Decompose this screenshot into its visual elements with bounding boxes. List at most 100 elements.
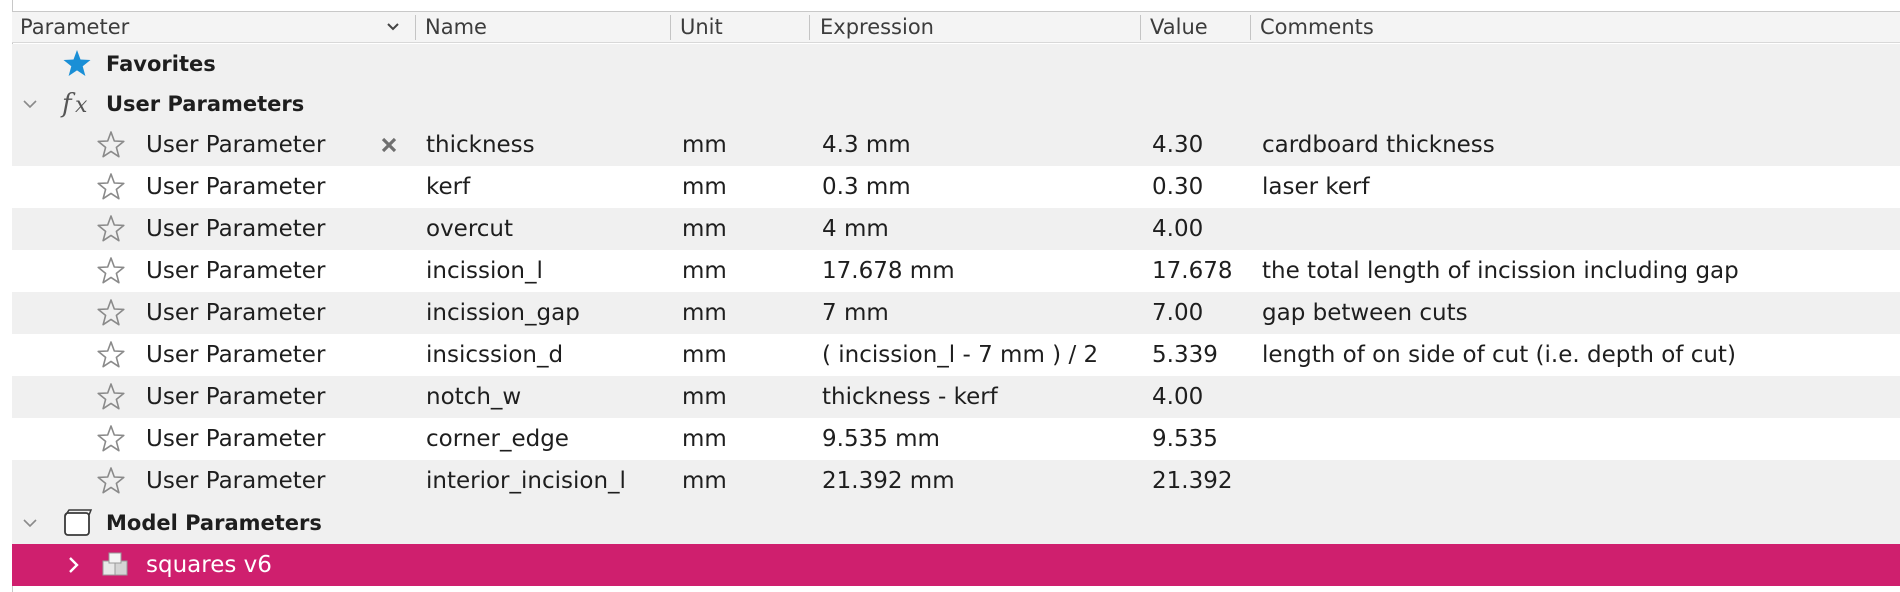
- parameter-unit[interactable]: mm: [682, 258, 727, 284]
- parameter-type: User Parameter: [146, 468, 326, 494]
- parameter-type: User Parameter: [146, 384, 326, 410]
- parameter-value: 21.392: [1152, 468, 1233, 494]
- column-header-expression[interactable]: Expression: [820, 15, 934, 39]
- parameter-expression[interactable]: ( incission_l - 7 mm ) / 2: [822, 342, 1099, 368]
- parameter-unit[interactable]: mm: [682, 468, 727, 494]
- star-outline-icon[interactable]: [96, 382, 126, 412]
- table-row[interactable]: User Parameter notch_w mm thickness - kerf 4…: [12, 376, 1900, 418]
- parameter-expression[interactable]: 9.535 mm: [822, 426, 940, 452]
- column-separator[interactable]: [809, 15, 810, 40]
- parameter-name[interactable]: thickness: [426, 132, 535, 158]
- model-component-row-selected[interactable]: squares v6: [12, 544, 1900, 586]
- collapse-chevron-down-icon[interactable]: [20, 94, 40, 114]
- model-component-name: squares v6: [146, 552, 272, 578]
- component-box-icon: [60, 507, 94, 539]
- svg-text:x: x: [75, 93, 88, 118]
- parameter-value: 7.00: [1152, 300, 1204, 326]
- parameter-expression[interactable]: 21.392 mm: [822, 468, 955, 494]
- parameter-name[interactable]: insicssion_d: [426, 342, 564, 368]
- column-header-name[interactable]: Name: [425, 15, 487, 39]
- column-separator[interactable]: [1250, 15, 1251, 40]
- model-parameters-group-row[interactable]: Model Parameters: [12, 502, 1900, 544]
- parameter-name[interactable]: incission_l: [426, 258, 543, 284]
- table-row[interactable]: User Parameter incission_l mm 17.678 mm 17.6…: [12, 250, 1900, 292]
- table-row[interactable]: User Parameter corner_edge mm 9.535 mm 9.535: [12, 418, 1900, 460]
- parameter-name[interactable]: notch_w: [426, 384, 522, 410]
- fx-icon: f x: [60, 88, 96, 120]
- parameter-type: User Parameter: [146, 342, 326, 368]
- parameter-value: 5.339: [1152, 342, 1218, 368]
- column-header-value[interactable]: Value: [1150, 15, 1208, 39]
- parameter-type: User Parameter: [146, 426, 326, 452]
- star-outline-icon[interactable]: [96, 424, 126, 454]
- parameter-value: 4.30: [1152, 132, 1204, 158]
- favorites-group-row[interactable]: Favorites: [12, 44, 1900, 84]
- delete-x-icon[interactable]: [380, 136, 398, 154]
- parameter-name[interactable]: kerf: [426, 174, 471, 200]
- svg-text:f: f: [60, 89, 76, 119]
- table-row[interactable]: User Parameter insicssion_d mm ( incission_…: [12, 334, 1900, 376]
- parameter-type: User Parameter: [146, 132, 326, 158]
- parameter-expression[interactable]: 7 mm: [822, 300, 889, 326]
- parameter-expression[interactable]: 4 mm: [822, 216, 889, 242]
- column-header-comments[interactable]: Comments: [1260, 15, 1374, 39]
- column-header-parameter[interactable]: Parameter: [20, 15, 130, 39]
- parameter-comment[interactable]: cardboard thickness: [1262, 132, 1495, 158]
- star-outline-icon[interactable]: [96, 214, 126, 244]
- parameter-type: User Parameter: [146, 258, 326, 284]
- parameter-unit[interactable]: mm: [682, 426, 727, 452]
- parameter-unit[interactable]: mm: [682, 216, 727, 242]
- parameter-unit[interactable]: mm: [682, 132, 727, 158]
- parameter-type: User Parameter: [146, 216, 326, 242]
- parameter-unit[interactable]: mm: [682, 300, 727, 326]
- parameter-unit[interactable]: mm: [682, 384, 727, 410]
- parameter-value: 4.00: [1152, 384, 1204, 410]
- star-filled-icon: [62, 49, 92, 79]
- table-row[interactable]: User Parameter incission_gap mm 7 mm 7.00 gap…: [12, 292, 1900, 334]
- table-row[interactable]: User Parameter overcut mm 4 mm 4.00: [12, 208, 1900, 250]
- parameter-comment[interactable]: gap between cuts: [1262, 300, 1468, 326]
- collapse-chevron-down-icon[interactable]: [20, 513, 40, 533]
- sort-chevron-down-icon[interactable]: [385, 12, 401, 43]
- star-outline-icon[interactable]: [96, 172, 126, 202]
- parameter-expression[interactable]: 17.678 mm: [822, 258, 955, 284]
- star-outline-icon[interactable]: [96, 256, 126, 286]
- parameter-unit[interactable]: mm: [682, 342, 727, 368]
- parameter-expression[interactable]: 4.3 mm: [822, 132, 911, 158]
- parameter-expression[interactable]: 0.3 mm: [822, 174, 911, 200]
- parameter-comment[interactable]: length of on side of cut (i.e. depth of …: [1262, 342, 1736, 368]
- table-row[interactable]: User Parameter thickness mm 4.3 mm 4.30 cardb…: [12, 124, 1900, 166]
- parameter-name[interactable]: interior_incision_l: [426, 468, 626, 494]
- parameter-value: 0.30: [1152, 174, 1204, 200]
- parameter-name[interactable]: incission_gap: [426, 300, 580, 326]
- parameter-name[interactable]: overcut: [426, 216, 514, 242]
- parameter-comment[interactable]: laser kerf: [1262, 174, 1370, 200]
- parameter-value: 9.535: [1152, 426, 1218, 452]
- user-parameters-label: User Parameters: [106, 92, 305, 116]
- parameter-type: User Parameter: [146, 174, 326, 200]
- parameter-unit[interactable]: mm: [682, 174, 727, 200]
- column-header-unit[interactable]: Unit: [680, 15, 723, 39]
- favorites-label: Favorites: [106, 52, 216, 76]
- model-parameters-label: Model Parameters: [106, 511, 322, 535]
- star-outline-icon[interactable]: [96, 340, 126, 370]
- table-row[interactable]: User Parameter interior_incision_l mm 21.39…: [12, 460, 1900, 502]
- column-separator[interactable]: [415, 15, 416, 40]
- parameter-comment[interactable]: the total length of incission including …: [1262, 258, 1739, 284]
- parameter-value: 4.00: [1152, 216, 1204, 242]
- star-outline-icon[interactable]: [96, 466, 126, 496]
- user-parameters-group-row[interactable]: f x User Parameters: [12, 84, 1900, 124]
- component-icon: [100, 550, 130, 580]
- table-header: Parameter Name Unit Expression Value Com…: [12, 11, 1900, 43]
- star-outline-icon[interactable]: [96, 130, 126, 160]
- parameter-expression[interactable]: thickness - kerf: [822, 384, 998, 410]
- parameter-name[interactable]: corner_edge: [426, 426, 569, 452]
- star-outline-icon[interactable]: [96, 298, 126, 328]
- parameter-type: User Parameter: [146, 300, 326, 326]
- column-separator[interactable]: [670, 15, 671, 40]
- expand-chevron-right-icon[interactable]: [64, 555, 84, 575]
- column-separator[interactable]: [1140, 15, 1141, 40]
- table-row[interactable]: User Parameter kerf mm 0.3 mm 0.30 laser kerf: [12, 166, 1900, 208]
- parameter-value: 17.678: [1152, 258, 1233, 284]
